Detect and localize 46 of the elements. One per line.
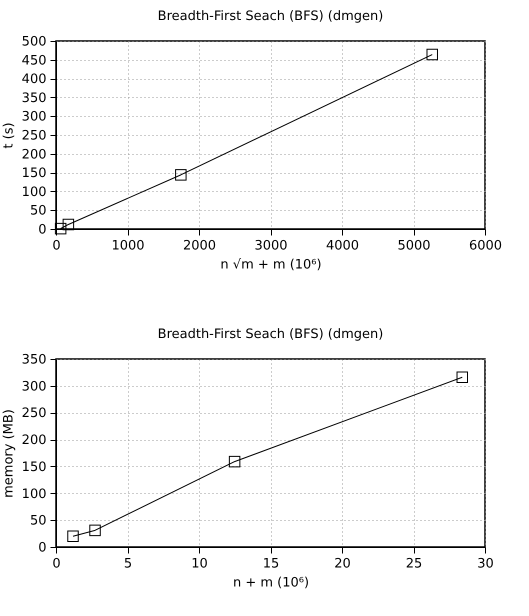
x-tick-label: 0 [52,556,61,572]
x-tick-label: 2000 [182,238,216,254]
y-tick-label: 150 [22,166,46,182]
point [67,530,79,542]
point [228,456,240,468]
x-tick-label: 1000 [111,238,145,254]
y-tick-label: 100 [22,486,46,502]
x-tick-label: 3000 [254,238,288,254]
x-tick-label: 4000 [326,238,360,254]
x-axis-title: n + m (10⁶) [232,576,310,590]
point [62,218,74,230]
point [175,169,187,181]
y-tick-label: 150 [22,460,46,475]
y-tick-label: 250 [22,128,46,144]
y-tick-label: 200 [22,147,46,162]
y-axis-title: memory (MB) [2,409,17,498]
y-tick-label: 50 [30,514,46,529]
chart-title: Breadth-First Seach (BFS) (dmgen) [158,327,384,342]
x-tick-label: 6000 [468,238,502,254]
y-tick-label: 400 [22,72,46,88]
y-tick-label: 50 [30,204,46,219]
y-tick-label: 0 [38,540,46,556]
x-tick-label: 20 [334,556,351,572]
y-tick-label: 100 [22,184,46,200]
x-tick-label: 5 [124,556,132,572]
x-tick-label: 5000 [397,238,431,254]
x-axis-title: n √m + m (10⁶) [220,258,322,272]
x-tick-label: 30 [477,556,494,572]
y-tick-label: 500 [22,34,46,50]
chart-title: Breadth-First Seach (BFS) (dmgen) [158,9,384,24]
y-axis-title: t (s) [2,122,17,149]
y-tick-label: 450 [22,53,46,68]
y-tick-label: 250 [22,406,46,422]
y-tick-label: 300 [22,110,46,125]
point [456,372,468,384]
y-tick-label: 0 [38,222,46,238]
x-tick-label: 25 [406,556,422,572]
y-tick-label: 350 [22,90,46,106]
point [89,524,101,536]
point [426,48,438,60]
x-tick-label: 15 [262,556,280,572]
x-tick-label: 10 [191,556,208,572]
y-tick-label: 350 [22,352,46,368]
y-tick-label: 300 [22,379,46,394]
y-tick-label: 200 [22,433,46,448]
x-tick-label: 0 [52,238,61,254]
